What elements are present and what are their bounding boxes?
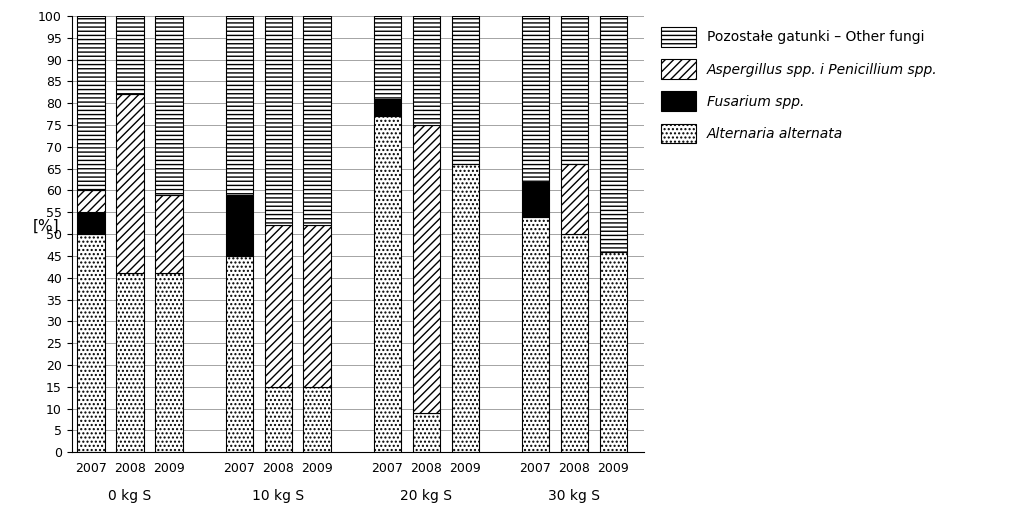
Bar: [561, 234, 588, 452]
Bar: [225, 195, 253, 256]
Legend: Pozostałe gatunki – Other fungi, Aspergillus spp. i Penicillium spp., Fusarium s: Pozostałe gatunki – Other fungi, Aspergi…: [657, 23, 942, 147]
Bar: [522, 16, 549, 182]
Bar: [412, 413, 440, 452]
Bar: [225, 16, 253, 195]
Bar: [373, 99, 401, 117]
Bar: [304, 16, 330, 226]
Bar: [78, 190, 104, 212]
Bar: [599, 252, 627, 452]
Bar: [78, 212, 104, 234]
Bar: [265, 387, 292, 452]
Bar: [78, 16, 104, 190]
Text: 20 kg S: 20 kg S: [400, 489, 452, 503]
Text: 0 kg S: 0 kg S: [108, 489, 151, 503]
Bar: [451, 164, 479, 452]
Bar: [561, 16, 588, 164]
Bar: [373, 16, 401, 99]
Bar: [265, 226, 292, 387]
Bar: [225, 256, 253, 452]
Bar: [522, 182, 549, 217]
Bar: [599, 16, 627, 252]
Bar: [155, 195, 183, 273]
Bar: [304, 387, 330, 452]
Bar: [265, 16, 292, 226]
Bar: [155, 16, 183, 195]
Bar: [155, 273, 183, 452]
Bar: [78, 234, 104, 452]
Bar: [117, 95, 143, 273]
Y-axis label: [%]: [%]: [33, 219, 59, 234]
Bar: [117, 273, 143, 452]
Text: 10 kg S: 10 kg S: [252, 489, 304, 503]
Bar: [561, 164, 588, 234]
Bar: [117, 16, 143, 95]
Text: 30 kg S: 30 kg S: [548, 489, 601, 503]
Bar: [412, 125, 440, 413]
Bar: [412, 16, 440, 125]
Bar: [373, 117, 401, 452]
Bar: [522, 217, 549, 452]
Bar: [451, 16, 479, 164]
Bar: [304, 226, 330, 387]
